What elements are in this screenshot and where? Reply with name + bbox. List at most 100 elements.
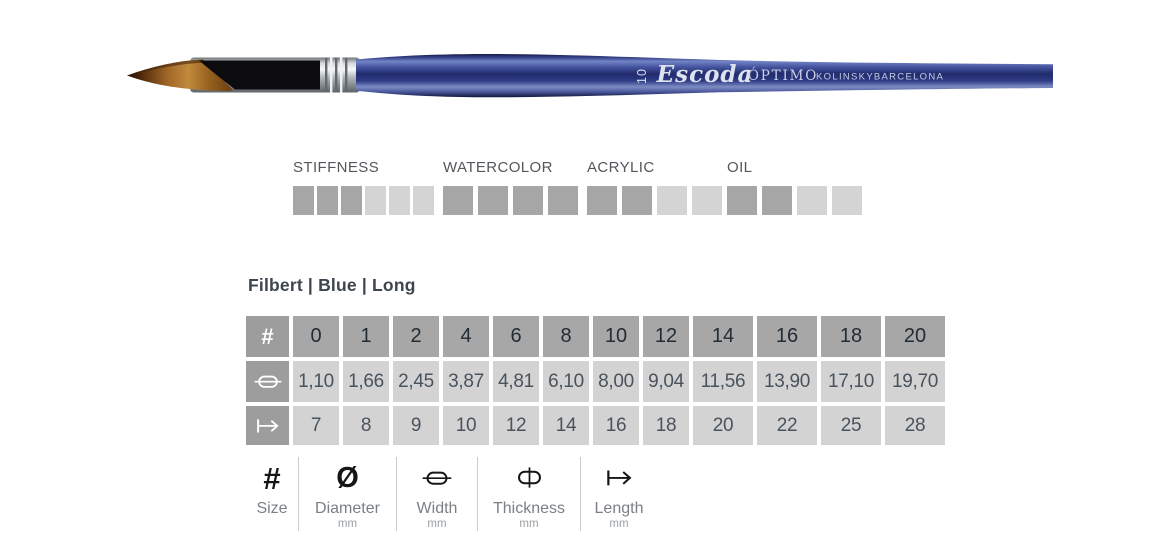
rating-squares (293, 186, 434, 215)
legend-label: Thickness (492, 500, 566, 517)
length-value-cell: 12 (493, 406, 539, 445)
rating-squares (587, 186, 722, 215)
brush-ferrule-black-band (199, 60, 320, 90)
width-value-cell: 19,70 (885, 361, 945, 402)
size-header-cell: 14 (693, 316, 753, 357)
thickness-icon (517, 467, 541, 489)
table-corner-hash-icon: # (246, 316, 289, 357)
rating-group-stiffness: STIFFNESS (293, 160, 434, 215)
width-value-cell: 17,10 (821, 361, 881, 402)
rating-label: OIL (727, 159, 753, 176)
width-value-cell: 9,04 (643, 361, 689, 402)
rating-group-oil: OIL (727, 160, 862, 215)
width-value-cell: 8,00 (593, 361, 639, 402)
legend-item-size: # Size (246, 457, 298, 531)
length-icon (606, 470, 631, 486)
length-value-cell: 28 (885, 406, 945, 445)
length-value-cell: 8 (343, 406, 389, 445)
brand-text: Escoda (656, 61, 754, 88)
size-header-cell: 18 (821, 316, 881, 357)
brush-handle (356, 54, 1053, 98)
legend-item-length: Length mm (580, 457, 657, 531)
legend-unit: mm (609, 518, 629, 530)
rating-square (622, 186, 652, 215)
table-row-width-icon (246, 361, 289, 402)
size-header-cell: 10 (593, 316, 639, 357)
legend-label: Size (256, 500, 288, 517)
width-value-cell: 11,56 (693, 361, 753, 402)
length-value-cell: 20 (693, 406, 753, 445)
legend-icon-box: # (263, 459, 280, 497)
rating-square (389, 186, 410, 215)
size-table: #0 1 2 4 6 8 10 12 14 16 18 20 1,10 1,66 2,45 3,87 4,81… (246, 316, 945, 445)
hash-icon: # (263, 460, 281, 496)
length-value-cell: 14 (543, 406, 589, 445)
rating-label: ACRYLIC (587, 159, 655, 176)
rating-square (317, 186, 338, 215)
length-value-cell: 7 (293, 406, 339, 445)
width-value-cell: 1,10 (293, 361, 339, 402)
width-value-cell: 13,90 (757, 361, 817, 402)
width-value-cell: 2,45 (393, 361, 439, 402)
rating-group-watercolor: WATERCOLOR (443, 160, 578, 215)
rating-square (797, 186, 827, 215)
size-header-cell: 8 (543, 316, 589, 357)
rating-square (727, 186, 757, 215)
legend-unit: mm (427, 518, 447, 530)
legend-icon-box (606, 459, 633, 497)
rating-square (365, 186, 386, 215)
size-header-cell: 1 (343, 316, 389, 357)
width-value-cell: 4,81 (493, 361, 539, 402)
rating-group-acrylic: ACRYLIC (587, 160, 722, 215)
rating-square (478, 186, 508, 215)
series-text: ÓPTIMO (748, 67, 818, 84)
legend-item-width: Width mm (396, 457, 477, 531)
brush-ferrule-rings (325, 57, 348, 93)
legend-label: Diameter (315, 500, 380, 517)
width-icon (254, 375, 281, 388)
length-value-cell: 10 (443, 406, 489, 445)
legend-icon-box (516, 459, 543, 497)
rating-squares (443, 186, 578, 215)
rating-square (587, 186, 617, 215)
length-value-cell: 16 (593, 406, 639, 445)
length-value-cell: 18 (643, 406, 689, 445)
size-header-cell: 20 (885, 316, 945, 357)
legend-label: Width (416, 500, 458, 517)
measurement-legend: # Size Ø Diameter mm Width mm Thickness (246, 457, 657, 531)
legend-icon-box: Ø (336, 459, 359, 497)
brush-image: 10 Escoda ÓPTIMO KOLINSKY BARCELONA (127, 54, 1053, 98)
length-value-cell: 22 (757, 406, 817, 445)
rating-squares (727, 186, 862, 215)
legend-label: Length (594, 500, 644, 517)
width-icon (422, 471, 452, 485)
size-header-cell: 2 (393, 316, 439, 357)
legend-item-thickness: Thickness mm (477, 457, 580, 531)
length-icon (256, 418, 279, 433)
size-header-cell: 16 (757, 316, 817, 357)
rating-label: STIFFNESS (293, 159, 380, 176)
rating-label: WATERCOLOR (443, 159, 553, 176)
rating-square (762, 186, 792, 215)
size-header-cell: 4 (443, 316, 489, 357)
origin-text: BARCELONA (874, 72, 944, 83)
width-value-cell: 3,87 (443, 361, 489, 402)
diameter-icon: Ø (336, 462, 359, 494)
legend-item-diameter: Ø Diameter mm (298, 457, 396, 531)
legend-unit: mm (519, 518, 539, 530)
ratings-section: STIFFNESS WATERCOLOR ACRYLIC OIL (0, 160, 1167, 220)
length-value-cell: 9 (393, 406, 439, 445)
handle-size-text: 10 (635, 68, 649, 84)
rating-square (341, 186, 362, 215)
rating-square (692, 186, 722, 215)
rating-square (513, 186, 543, 215)
size-header-cell: 6 (493, 316, 539, 357)
rating-square (443, 186, 473, 215)
width-value-cell: 1,66 (343, 361, 389, 402)
rating-square (548, 186, 578, 215)
legend-icon-box (422, 459, 452, 497)
rating-square (293, 186, 314, 215)
legend-unit: mm (337, 518, 358, 530)
hair-type-text: KOLINSKY (816, 72, 874, 83)
